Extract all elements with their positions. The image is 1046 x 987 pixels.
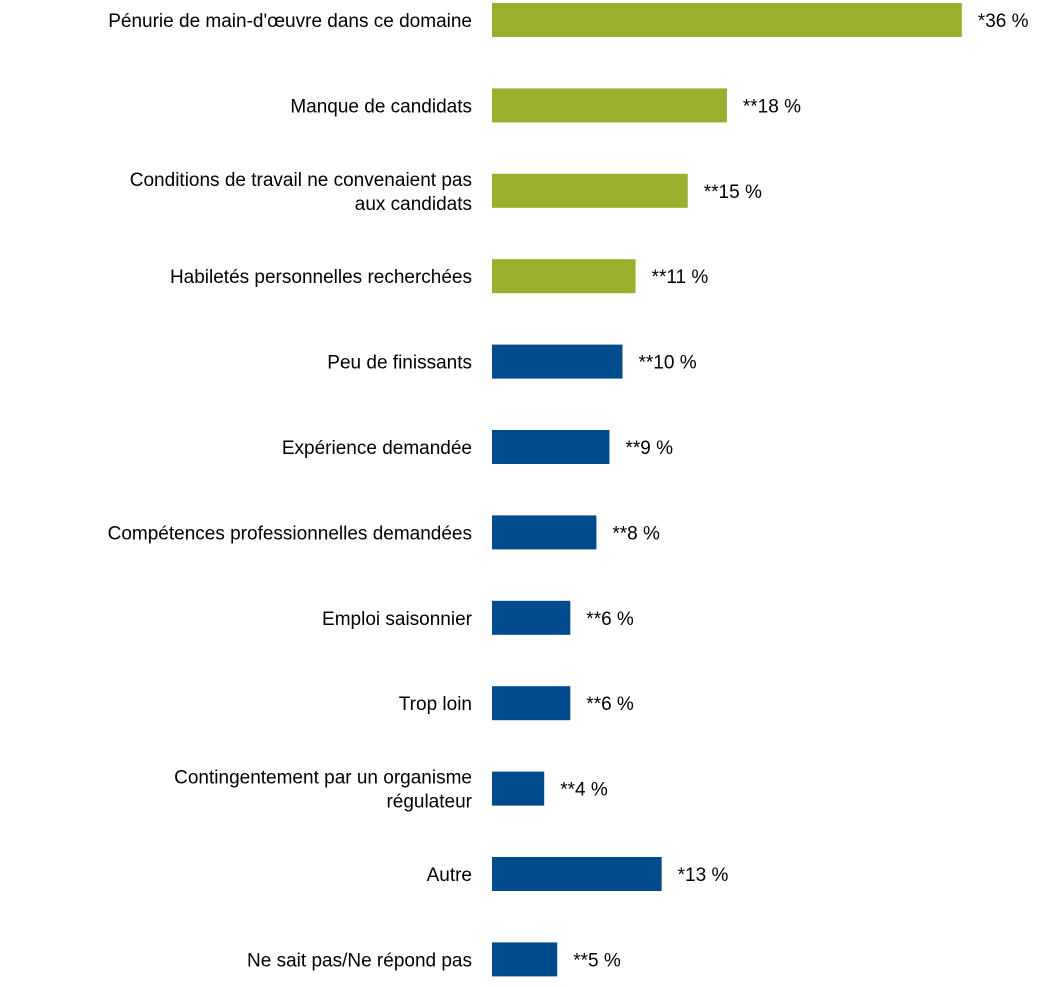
category-label: Pénurie de main-d'œuvre dans ce domaine — [108, 11, 472, 32]
bar — [492, 857, 662, 891]
bars-layer — [492, 3, 962, 977]
value-label: *36 % — [978, 11, 1029, 32]
value-label: **5 % — [573, 950, 621, 971]
category-label: Compétences professionnelles demandées — [108, 523, 472, 544]
value-label: **11 % — [652, 267, 709, 288]
category-label: Emploi saisonnier — [322, 609, 473, 630]
bar — [492, 430, 610, 464]
category-labels-layer: Pénurie de main-d'œuvre dans ce domaine M… — [108, 11, 473, 971]
value-labels-layer: *36 % **18 % **15 % **11 % **10 % **9 % **8 % *… — [560, 11, 1028, 971]
bar — [492, 942, 558, 977]
bar — [492, 3, 962, 37]
bar — [492, 600, 571, 635]
bar — [492, 88, 727, 123]
category-label: Trop loin — [399, 694, 472, 715]
bar — [492, 259, 636, 294]
category-label: Peu de finissants — [327, 353, 472, 374]
category-label: Habiletés personnelles recherchées — [170, 267, 472, 288]
category-label: Conditions de travail ne convenaient pas… — [130, 170, 472, 215]
category-label: Expérience demandée — [282, 438, 472, 459]
category-label: Manque de candidats — [290, 96, 472, 117]
value-label: **6 % — [586, 694, 634, 715]
value-label: **10 % — [639, 353, 697, 374]
value-label: **8 % — [612, 523, 660, 544]
value-label: **18 % — [743, 96, 801, 117]
bar — [492, 344, 623, 379]
category-label: Ne sait pas/Ne répond pas — [247, 950, 472, 971]
value-label: *13 % — [678, 865, 729, 886]
bar — [492, 771, 545, 806]
value-label: **15 % — [704, 182, 762, 203]
bar — [492, 173, 688, 208]
value-label: **9 % — [625, 438, 673, 459]
bar — [492, 515, 597, 550]
category-label: Contingentement par un organisme régulate… — [174, 768, 473, 813]
value-label: **4 % — [560, 780, 608, 801]
category-label: Autre — [427, 865, 472, 886]
value-label: **6 % — [586, 609, 634, 630]
bar — [492, 686, 571, 721]
